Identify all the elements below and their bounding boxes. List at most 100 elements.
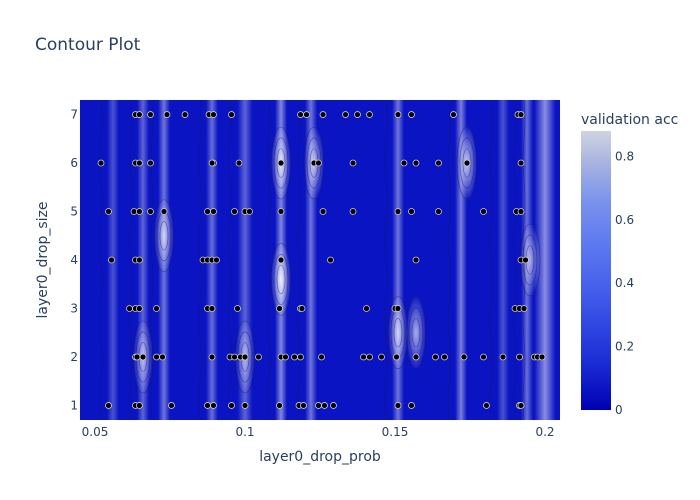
- trial-point: [435, 159, 442, 167]
- trial-point: [318, 353, 325, 361]
- trial-point: [135, 111, 143, 118]
- contour-line: [456, 126, 478, 200]
- trial-point: [520, 305, 528, 312]
- trial-point: [412, 353, 420, 361]
- contour-band: [497, 100, 509, 420]
- trial-point: [153, 305, 160, 312]
- y-tick-label: 6: [70, 156, 78, 170]
- trial-point: [297, 111, 304, 118]
- trial-point: [408, 208, 415, 215]
- y-tick-label: 5: [70, 205, 78, 219]
- trial-point: [360, 353, 367, 361]
- trial-point: [463, 159, 471, 167]
- trial-point: [235, 159, 243, 167]
- plot-area: [80, 100, 560, 420]
- contour-line: [393, 318, 403, 348]
- trial-point: [213, 256, 220, 264]
- trial-point: [366, 353, 373, 361]
- trial-point: [208, 305, 216, 312]
- trial-point: [517, 159, 525, 167]
- colorbar: [581, 131, 611, 410]
- trial-point: [210, 208, 217, 215]
- trial-point: [435, 208, 442, 215]
- trial-point: [327, 256, 334, 264]
- trial-point: [159, 353, 166, 361]
- trial-point: [147, 111, 154, 118]
- x-tick-label: 0.15: [382, 425, 409, 439]
- x-axis-ticks: 0.05 0.1 0.15 0.2: [82, 425, 555, 439]
- trial-point: [208, 159, 216, 167]
- trial-point: [517, 402, 525, 409]
- contour-line: [387, 296, 409, 370]
- contour-line: [297, 100, 301, 420]
- contour-line: [405, 296, 427, 370]
- trial-point: [277, 208, 285, 215]
- y-axis-title: layer0_drop_size: [35, 202, 51, 319]
- trial-point: [394, 111, 402, 118]
- trial-point: [394, 305, 402, 312]
- trial-point: [516, 353, 523, 361]
- trial-point: [483, 402, 490, 409]
- trial-point: [394, 208, 402, 215]
- trial-point: [408, 402, 415, 409]
- contour-line: [129, 100, 133, 420]
- contour-band: [534, 100, 556, 420]
- trial-point: [228, 111, 235, 118]
- contour-line: [267, 100, 271, 420]
- contour-line: [99, 100, 103, 420]
- trial-point: [441, 353, 448, 361]
- y-tick-label: 7: [70, 108, 78, 122]
- trial-point: [277, 159, 285, 167]
- contour-line: [513, 100, 517, 420]
- contour-line: [228, 100, 232, 420]
- trial-point: [432, 353, 439, 361]
- trial-point: [133, 353, 141, 361]
- trial-point: [298, 305, 306, 312]
- trial-point: [291, 353, 298, 361]
- colorbar-tick-label: 0.2: [615, 340, 634, 354]
- trial-point: [517, 208, 525, 215]
- trial-point: [139, 353, 147, 361]
- trial-point: [276, 402, 283, 409]
- colorbar-tick-label: 0.6: [615, 213, 634, 227]
- trial-point: [241, 353, 249, 361]
- colorbar-ticks: 0 0.2 0.4 0.6 0.8: [615, 149, 634, 417]
- trial-point: [354, 111, 361, 118]
- trial-point: [105, 402, 112, 409]
- colorbar-title: validation acc: [581, 112, 678, 128]
- trial-point: [321, 402, 328, 409]
- y-tick-label: 3: [70, 301, 78, 315]
- contour-line: [384, 100, 388, 420]
- trial-point: [412, 159, 420, 167]
- trial-point: [412, 256, 420, 264]
- trial-point: [160, 208, 168, 215]
- trial-point: [234, 305, 241, 312]
- trial-point: [108, 256, 115, 264]
- trial-point: [366, 111, 373, 118]
- trial-point: [153, 353, 160, 361]
- trial-point: [241, 402, 249, 409]
- contour-hotspot: [271, 241, 291, 318]
- trial-point: [330, 402, 337, 409]
- trial-point: [342, 111, 349, 118]
- contour-band: [392, 100, 404, 420]
- contour-line: [159, 221, 169, 251]
- trial-point: [135, 159, 143, 167]
- x-tick-label: 0.2: [535, 425, 554, 439]
- trial-point: [480, 208, 487, 215]
- trial-point: [349, 159, 357, 167]
- trial-point: [147, 208, 154, 215]
- trial-point: [228, 402, 235, 409]
- trial-point: [168, 402, 175, 409]
- trial-point: [300, 402, 307, 409]
- trial-point: [363, 305, 370, 312]
- contour-line: [150, 100, 154, 420]
- contour-line: [270, 126, 292, 200]
- colorbar-tick-label: 0: [615, 403, 623, 417]
- trial-point: [163, 111, 171, 118]
- trial-point: [400, 159, 408, 167]
- trial-point: [460, 353, 468, 361]
- trial-point: [181, 111, 189, 118]
- trial-point: [204, 208, 211, 215]
- trial-point: [135, 208, 143, 215]
